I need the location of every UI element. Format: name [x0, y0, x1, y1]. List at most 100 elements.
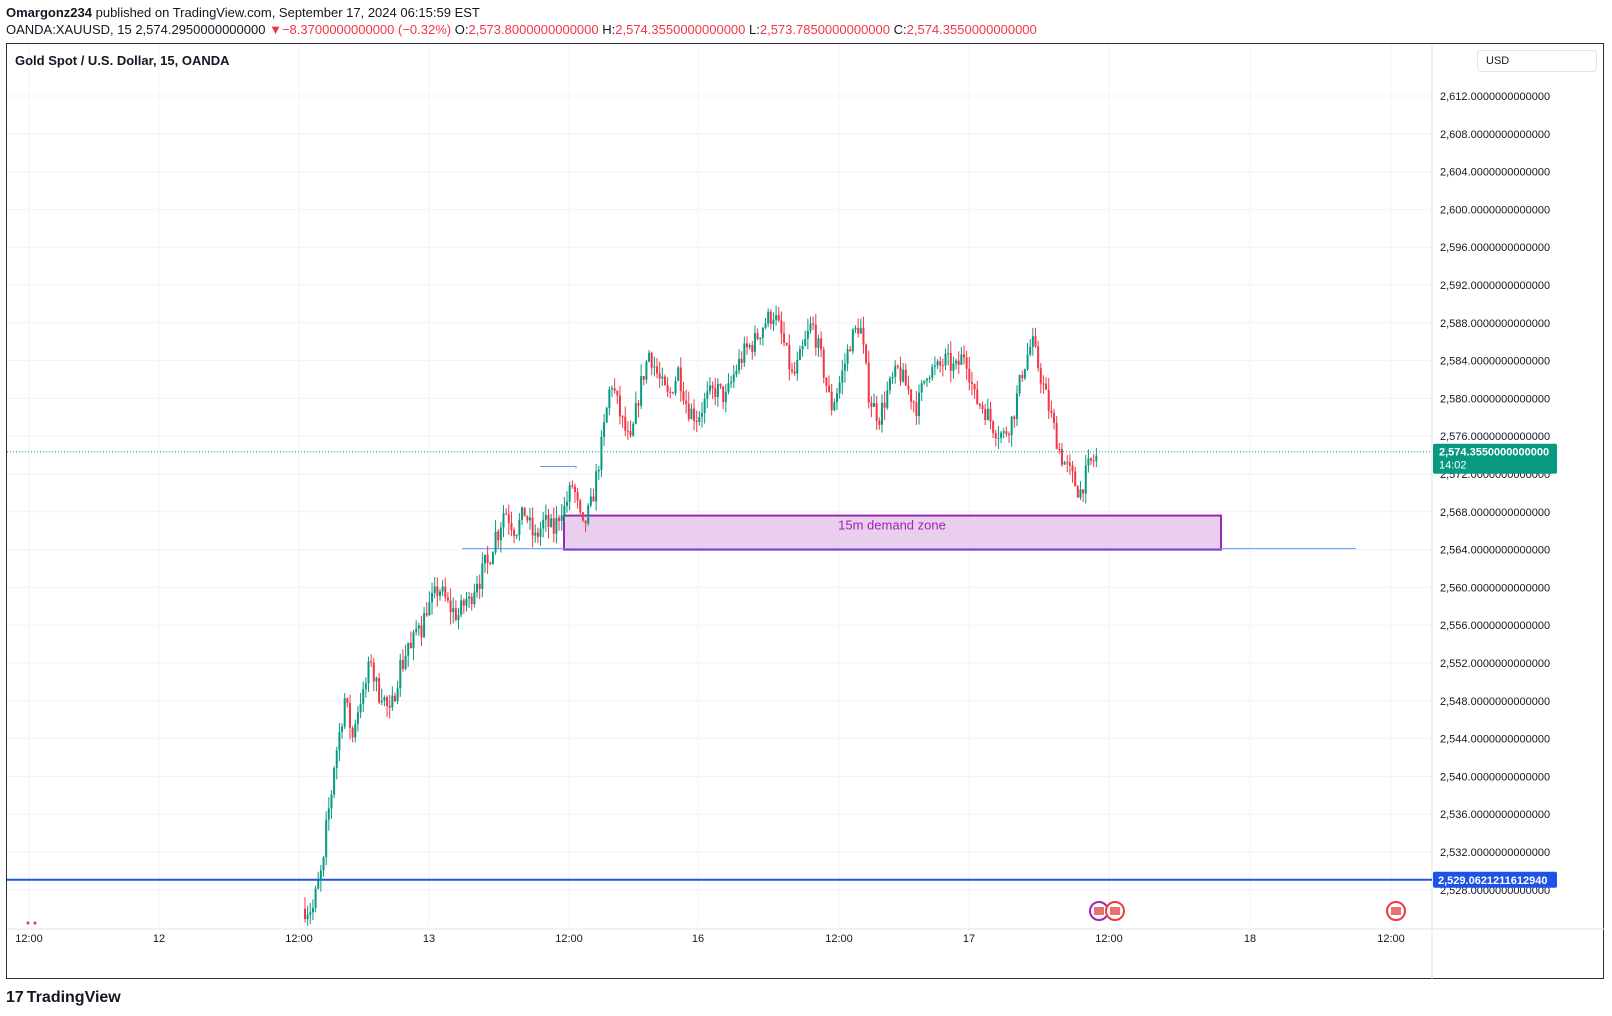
- candle-body: [396, 688, 399, 702]
- candle-body: [473, 592, 476, 604]
- candle-body: [666, 385, 669, 392]
- candle-body: [904, 369, 907, 386]
- candle-body: [1010, 416, 1013, 436]
- candle-body: [510, 523, 513, 530]
- currency-button[interactable]: USD: [1477, 50, 1597, 72]
- candle-body: [801, 345, 804, 350]
- tradingview-logo[interactable]: 17 TradingView: [6, 989, 121, 1007]
- candle-body: [1042, 383, 1045, 385]
- down-arrow-icon: ▼: [269, 22, 282, 37]
- candle-body: [314, 888, 317, 908]
- low-label: L:: [749, 22, 760, 37]
- candle-body: [423, 613, 426, 638]
- candle-body: [444, 586, 447, 598]
- candle-body: [462, 600, 465, 606]
- x-tick-label: 12:00: [15, 933, 43, 945]
- candle-body: [719, 383, 722, 387]
- candle-body: [330, 794, 333, 809]
- candle-body: [658, 373, 661, 379]
- candle-body: [780, 320, 783, 334]
- candle-body: [870, 402, 873, 407]
- time-axis: 12:00 12 12:00 13 12:00 16 12:00 17 12:00 18 12:00: [15, 933, 1405, 945]
- x-tick-label: 12:00: [825, 933, 853, 945]
- x-tick-label: 13: [423, 933, 435, 945]
- candle-body: [521, 507, 524, 520]
- candle-body: [769, 311, 772, 325]
- candle-body: [671, 392, 674, 394]
- y-tick-label: 2,580.0000000000000: [1440, 393, 1550, 405]
- candle-body: [526, 516, 529, 521]
- candle-body: [772, 319, 775, 325]
- candle-body: [814, 324, 817, 348]
- candle-body: [354, 723, 357, 738]
- candle-body: [775, 315, 778, 320]
- candle-body: [306, 914, 309, 920]
- y-tick-label: 2,564.0000000000000: [1440, 545, 1550, 557]
- candle-body: [568, 485, 571, 502]
- candle-body: [896, 365, 899, 368]
- candle-body: [383, 697, 386, 701]
- candle-body: [507, 514, 510, 524]
- candle-body: [759, 337, 762, 340]
- candle-body: [806, 330, 809, 339]
- candle-body: [830, 391, 833, 411]
- candle-body: [494, 531, 497, 553]
- price-change: −8.3700000000000 (−0.32%): [281, 22, 452, 37]
- y-tick-label: 2,556.0000000000000: [1440, 620, 1550, 632]
- candle-body: [925, 378, 928, 381]
- candle-body: [399, 659, 402, 689]
- candle-body: [841, 370, 844, 383]
- candle-body: [552, 518, 555, 534]
- candle-body: [359, 704, 362, 713]
- candle-body: [531, 517, 534, 536]
- candle-body: [682, 391, 685, 401]
- candle-body: [317, 880, 320, 889]
- candle-body: [362, 689, 365, 705]
- candle-body: [1045, 383, 1048, 390]
- candle-body: [624, 416, 627, 431]
- candle-body: [843, 363, 846, 371]
- y-tick-label: 2,536.0000000000000: [1440, 809, 1550, 821]
- candle-body: [341, 726, 344, 732]
- y-tick-label: 2,544.0000000000000: [1440, 734, 1550, 746]
- demand-zone-label: 15m demand zone: [838, 518, 946, 533]
- candle-body: [1084, 465, 1087, 494]
- candle-body: [777, 315, 780, 321]
- candle-body: [812, 323, 815, 325]
- candle-body: [716, 383, 719, 398]
- candle-body: [618, 395, 621, 417]
- open-label: O:: [454, 22, 469, 37]
- candle-body: [788, 344, 791, 370]
- candle-body: [1063, 462, 1066, 465]
- candle-body: [483, 554, 486, 564]
- candle-body: [875, 403, 878, 421]
- candle-body: [1008, 434, 1011, 436]
- author-name[interactable]: Omargonz234: [6, 5, 92, 20]
- candle-body: [393, 695, 396, 702]
- candle-body: [378, 677, 381, 703]
- candle-body: [438, 591, 441, 596]
- candle-body: [505, 513, 508, 515]
- candle-body: [740, 358, 743, 363]
- candle-body: [735, 370, 738, 375]
- candle-body: [351, 727, 354, 738]
- candle-body: [1050, 410, 1053, 414]
- candle-body: [486, 554, 489, 563]
- candle-body: [738, 358, 741, 371]
- x-tick-label: 18: [1244, 933, 1256, 945]
- candle-body: [1060, 449, 1063, 465]
- candle-body: [589, 496, 592, 506]
- candle-body: [465, 598, 468, 606]
- candle-body: [854, 327, 857, 330]
- close-value: 2,574.3550000000000: [906, 22, 1037, 37]
- candle-body: [1018, 375, 1021, 394]
- candle-body: [539, 528, 542, 537]
- x-tick-label: 12:00: [1095, 933, 1123, 945]
- candle-body: [1023, 369, 1026, 379]
- candle-body: [663, 376, 666, 386]
- candle-body: [595, 471, 598, 502]
- chart-frame: [6, 43, 1604, 979]
- candle-body: [555, 517, 558, 534]
- candle-body: [1000, 432, 1003, 438]
